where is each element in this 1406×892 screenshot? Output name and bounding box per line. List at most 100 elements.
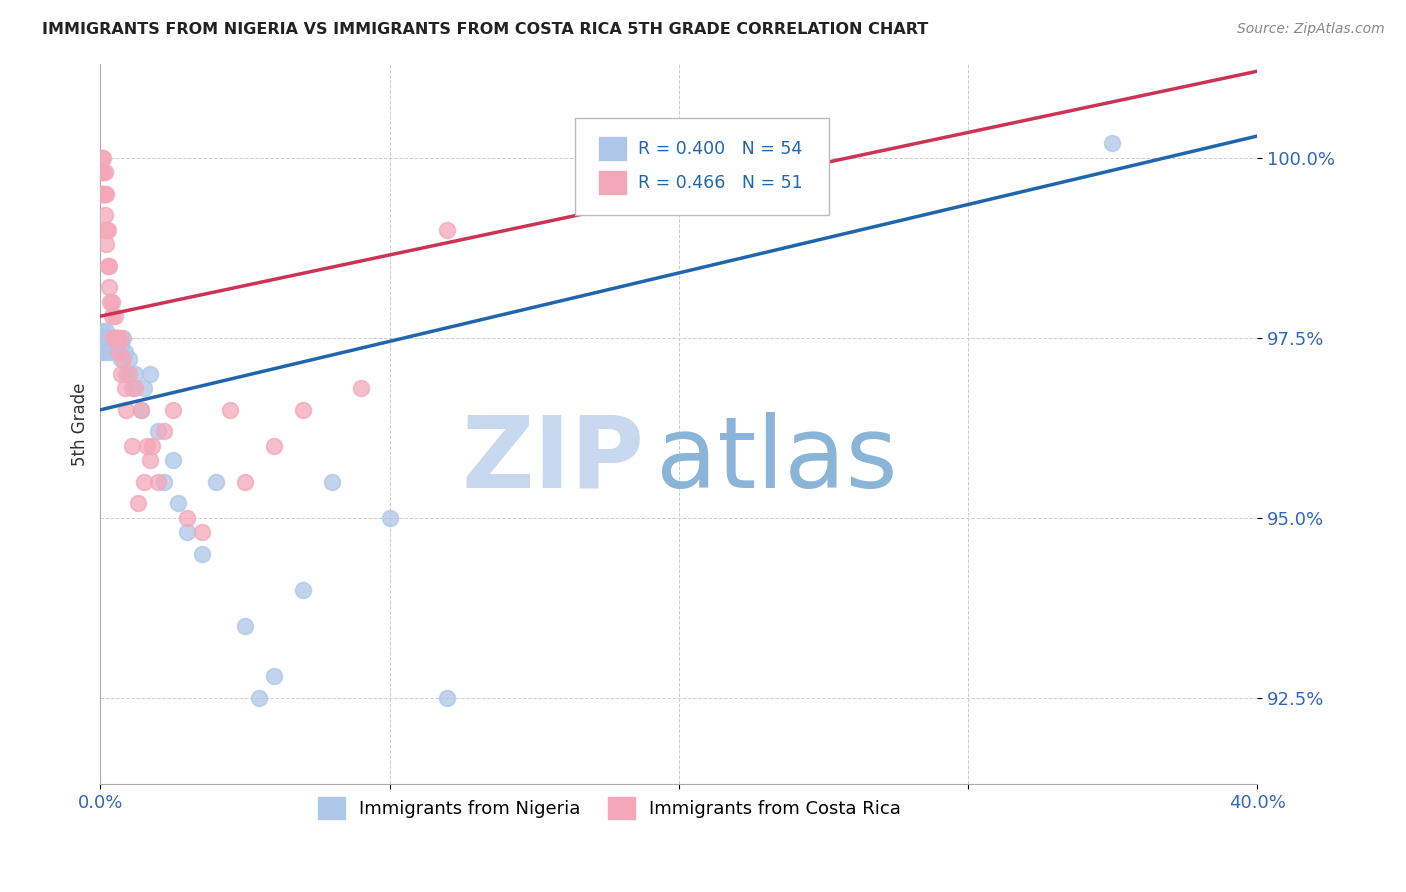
Point: [94, 345, 117, 359]
Text: atlas: atlas: [655, 412, 897, 508]
Text: R = 0.466   N = 51: R = 0.466 N = 51: [638, 174, 803, 192]
Point: [91, 151, 114, 165]
Point: [233, 475, 256, 489]
Point: [94, 186, 117, 201]
Point: [135, 439, 157, 453]
Point: [148, 475, 170, 489]
Point: [90, 324, 112, 338]
Point: [1101, 136, 1123, 151]
Point: [90, 165, 112, 179]
Point: [118, 352, 141, 367]
Point: [98, 280, 121, 294]
Text: IMMIGRANTS FROM NIGERIA VS IMMIGRANTS FROM COSTA RICA 5TH GRADE CORRELATION CHAR: IMMIGRANTS FROM NIGERIA VS IMMIGRANTS FR…: [42, 22, 928, 37]
Point: [97, 338, 120, 352]
Point: [378, 511, 401, 525]
FancyBboxPatch shape: [575, 118, 830, 215]
Point: [94, 331, 117, 345]
Y-axis label: 5th Grade: 5th Grade: [72, 383, 89, 466]
Point: [110, 338, 132, 352]
Point: [205, 475, 228, 489]
Point: [98, 331, 121, 345]
Point: [93, 331, 115, 345]
Point: [115, 402, 138, 417]
Point: [101, 294, 124, 309]
Point: [291, 582, 314, 597]
Point: [100, 345, 122, 359]
Point: [98, 259, 121, 273]
Point: [114, 345, 136, 359]
Point: [110, 352, 132, 367]
Point: [107, 331, 129, 345]
Point: [436, 223, 458, 237]
Point: [233, 619, 256, 633]
Point: [112, 352, 135, 367]
Point: [162, 402, 184, 417]
Point: [104, 331, 127, 345]
Point: [219, 402, 242, 417]
Point: [104, 309, 127, 323]
Point: [98, 338, 121, 352]
Point: [124, 367, 146, 381]
Point: [132, 381, 155, 395]
Point: [107, 331, 129, 345]
Point: [247, 690, 270, 705]
Point: [141, 439, 163, 453]
Point: [105, 331, 128, 345]
Point: [97, 331, 120, 345]
Point: [93, 208, 115, 222]
Point: [93, 331, 115, 345]
Point: [162, 453, 184, 467]
Point: [103, 331, 125, 345]
Point: [90, 331, 112, 345]
Point: [107, 345, 129, 359]
Point: [132, 475, 155, 489]
Point: [100, 294, 122, 309]
Point: [176, 511, 198, 525]
Point: [321, 475, 343, 489]
Point: [110, 331, 132, 345]
Point: [91, 186, 114, 201]
Point: [112, 331, 135, 345]
Point: [90, 345, 112, 359]
Point: [91, 331, 114, 345]
Point: [97, 259, 120, 273]
Text: ZIP: ZIP: [461, 412, 644, 508]
Point: [107, 345, 129, 359]
Point: [91, 338, 114, 352]
Point: [101, 331, 124, 345]
Point: [190, 547, 212, 561]
Point: [90, 165, 112, 179]
Point: [91, 331, 114, 345]
Point: [94, 237, 117, 252]
Point: [91, 165, 114, 179]
Point: [263, 669, 285, 683]
FancyBboxPatch shape: [598, 136, 627, 161]
Point: [90, 186, 112, 201]
Point: [153, 475, 176, 489]
Point: [190, 525, 212, 540]
Legend: Immigrants from Nigeria, Immigrants from Costa Rica: Immigrants from Nigeria, Immigrants from…: [311, 789, 908, 826]
Point: [90, 338, 112, 352]
Point: [291, 402, 314, 417]
Point: [121, 381, 143, 395]
FancyBboxPatch shape: [598, 170, 627, 195]
Point: [121, 439, 143, 453]
Text: R = 0.400   N = 54: R = 0.400 N = 54: [638, 140, 803, 158]
Point: [104, 338, 127, 352]
Point: [91, 331, 114, 345]
Point: [90, 186, 112, 201]
Point: [97, 223, 120, 237]
Point: [94, 223, 117, 237]
Point: [349, 381, 371, 395]
Point: [93, 165, 115, 179]
Text: Source: ZipAtlas.com: Source: ZipAtlas.com: [1237, 22, 1385, 37]
Point: [114, 381, 136, 395]
Point: [127, 496, 149, 510]
Point: [90, 151, 112, 165]
Point: [101, 309, 124, 323]
Point: [176, 525, 198, 540]
Point: [115, 367, 138, 381]
Point: [103, 331, 125, 345]
Point: [100, 331, 122, 345]
Point: [153, 425, 176, 439]
